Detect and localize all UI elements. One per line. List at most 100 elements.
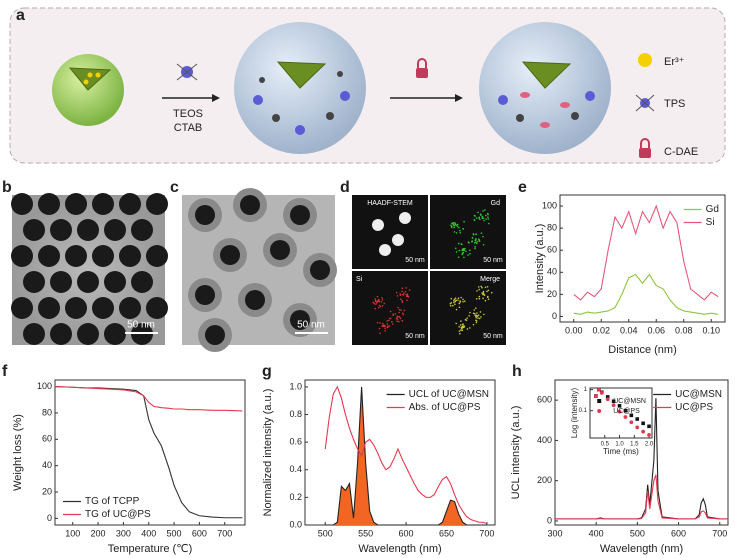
point	[605, 395, 610, 399]
particle	[23, 219, 45, 241]
x-tick-label: 0.10	[702, 325, 720, 335]
dot	[399, 294, 402, 296]
dot	[455, 299, 457, 302]
stem-image	[352, 195, 428, 269]
legend-marker	[597, 409, 602, 413]
dot	[454, 303, 456, 306]
legend-label: Si	[706, 217, 715, 228]
dot	[456, 223, 459, 226]
dot	[453, 226, 455, 229]
particles	[188, 188, 337, 352]
y-tick-label: 0.8	[289, 409, 302, 419]
dot	[460, 329, 462, 331]
dot	[475, 315, 477, 317]
x-tick-label: 650	[439, 528, 454, 538]
dot	[401, 319, 404, 322]
dot	[482, 235, 484, 238]
dot	[381, 325, 384, 328]
dot	[449, 304, 452, 307]
scale-label: 50 nm	[127, 320, 155, 331]
plot-frame	[54, 379, 246, 526]
dot	[379, 305, 382, 308]
dot	[404, 290, 407, 293]
dot	[478, 295, 481, 298]
dot	[388, 319, 390, 322]
legend-label: TG of UC@PS	[85, 509, 151, 520]
dot	[478, 217, 480, 219]
dot	[383, 302, 385, 305]
panel-label: h	[512, 363, 522, 380]
y-tick-label: 0	[547, 515, 552, 525]
scale-label: 50 nm	[405, 333, 425, 340]
dot	[478, 317, 481, 320]
dot	[474, 246, 476, 248]
dot	[481, 286, 483, 289]
panel-label: c	[170, 179, 179, 196]
dot	[461, 323, 464, 326]
plot-frame	[559, 194, 726, 323]
dot	[403, 309, 406, 312]
dot	[454, 297, 457, 299]
x-tick-label: 0.08	[675, 325, 693, 335]
dot	[459, 231, 462, 234]
dot	[483, 294, 486, 296]
y-tick-label: 60	[547, 245, 557, 255]
dot	[381, 304, 384, 307]
dot	[459, 301, 462, 303]
dot	[478, 288, 480, 291]
dot	[483, 313, 485, 316]
dot	[458, 306, 461, 309]
dot	[459, 332, 461, 335]
particle	[104, 219, 126, 241]
dot	[473, 242, 476, 244]
particle	[38, 245, 60, 267]
dot	[482, 293, 484, 296]
line	[325, 386, 487, 526]
map-title: HAADF-STEM	[367, 200, 413, 207]
x-axis-label: Distance (nm)	[608, 344, 676, 356]
core	[290, 310, 310, 330]
dot	[482, 292, 485, 294]
panel-label: d	[340, 179, 350, 196]
dot	[479, 311, 482, 313]
dot	[449, 302, 452, 305]
point	[623, 415, 628, 419]
dot	[405, 293, 407, 296]
panel-label: f	[2, 363, 8, 380]
dot	[469, 327, 471, 329]
dot	[463, 220, 465, 223]
y-tick-label: 600	[537, 395, 552, 405]
dot	[374, 298, 376, 300]
particle	[399, 212, 411, 224]
dot	[475, 217, 478, 219]
dot	[475, 242, 478, 245]
point	[647, 433, 651, 437]
point	[605, 397, 610, 402]
dot	[471, 237, 474, 239]
dot	[401, 287, 404, 290]
point	[611, 399, 616, 404]
x-tick-label: 400	[141, 528, 156, 538]
x-tick-label: 100	[65, 528, 80, 538]
dot	[407, 295, 410, 298]
particle	[119, 297, 141, 319]
stem-image	[430, 195, 506, 269]
point	[596, 387, 601, 392]
dot	[472, 323, 475, 326]
x-tick-label: 500	[630, 528, 645, 538]
dot	[486, 290, 488, 293]
dot	[486, 212, 489, 215]
dot	[396, 320, 398, 322]
dot	[474, 247, 476, 250]
dot	[487, 216, 489, 218]
dot	[402, 294, 405, 296]
dot	[454, 247, 457, 250]
dot	[400, 309, 402, 311]
dot	[454, 300, 457, 303]
particle	[23, 323, 45, 345]
dot	[480, 214, 482, 216]
dot	[487, 298, 490, 300]
legend-label: Gd	[706, 204, 719, 215]
map-title: Si	[356, 276, 363, 283]
